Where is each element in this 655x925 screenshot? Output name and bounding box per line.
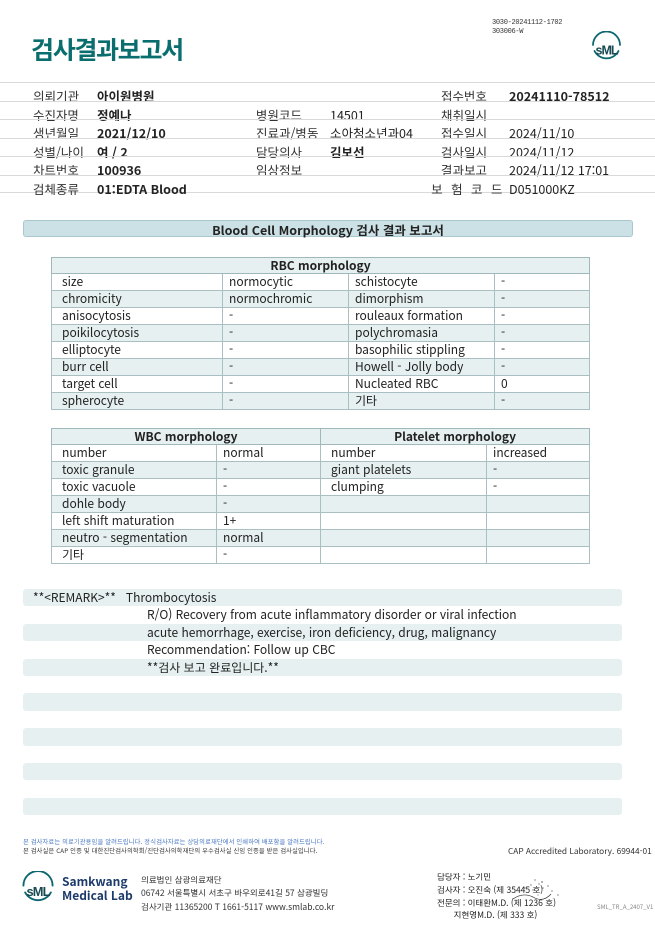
svg-text:sML: sML — [596, 44, 619, 58]
svg-text:sML: sML — [26, 884, 50, 899]
